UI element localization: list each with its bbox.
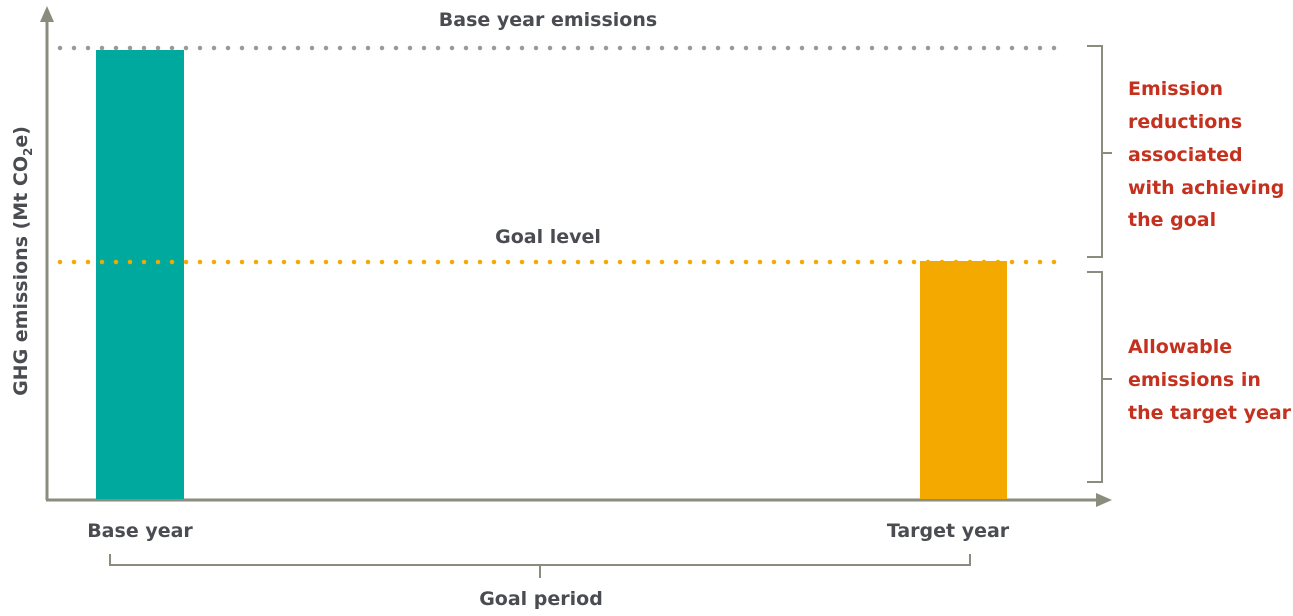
arrow-up-icon [40,6,54,22]
y-axis-label-end: e) [10,126,32,148]
base-year-bar [96,50,184,499]
reductions-bracket [1087,45,1112,258]
allowable-emissions-label: Allowable emissions in the target year [1128,336,1292,424]
emission-reductions-label: Emission reductions associated with achi… [1128,78,1284,231]
category-base-year: Base year [87,520,193,542]
reductions-line: associated [1128,144,1243,166]
y-axis-label-subscript: 2 [21,148,35,156]
allowable-line: the target year [1128,402,1292,424]
allowable-bracket [1087,271,1112,483]
reductions-line: reductions [1128,111,1242,133]
y-axis-label-main: GHG emissions (Mt CO [10,156,32,396]
target-year-bar [920,261,1007,499]
goal-period-bracket [109,554,971,578]
allowable-line: emissions in [1128,369,1261,391]
y-axis-label: GHG emissions (Mt CO2e) [10,126,35,396]
category-target-year: Target year [887,520,1010,542]
reductions-line: Emission [1128,78,1223,100]
reductions-line: the goal [1128,209,1216,231]
goal-period-label: Goal period [479,588,603,610]
reductions-line: with achieving [1128,177,1284,199]
goal-level-label: Goal level [495,226,601,248]
allowable-line: Allowable [1128,336,1232,358]
arrow-right-icon [1096,493,1112,507]
base-year-emissions-label: Base year emissions [439,9,657,31]
